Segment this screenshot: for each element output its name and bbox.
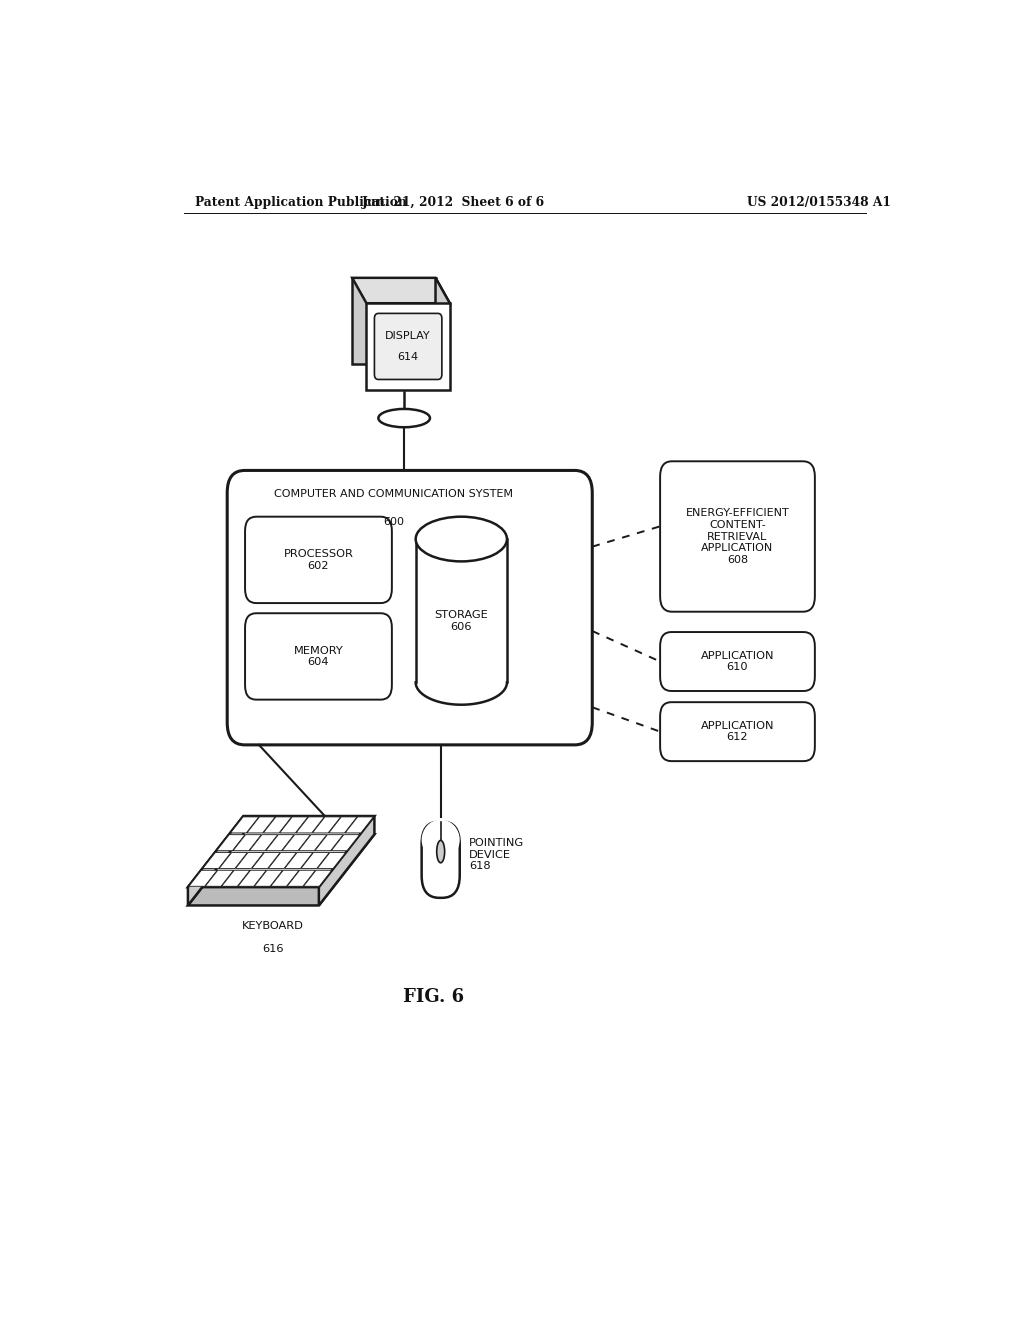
Polygon shape [435, 277, 450, 389]
Text: COMPUTER AND COMMUNICATION SYSTEM: COMPUTER AND COMMUNICATION SYSTEM [274, 488, 513, 499]
Polygon shape [254, 870, 283, 886]
Polygon shape [221, 870, 250, 886]
FancyBboxPatch shape [245, 614, 392, 700]
Polygon shape [217, 834, 245, 850]
Text: 614: 614 [397, 351, 419, 362]
Polygon shape [332, 834, 359, 850]
Ellipse shape [416, 516, 507, 561]
Polygon shape [189, 870, 217, 886]
Bar [416, 539, 507, 682]
Polygon shape [250, 834, 278, 850]
Text: MEMORY
604: MEMORY 604 [294, 645, 343, 667]
Text: US 2012/0155348 A1: US 2012/0155348 A1 [748, 195, 891, 209]
Ellipse shape [436, 841, 444, 863]
Polygon shape [203, 853, 231, 869]
Text: KEYBOARD: KEYBOARD [243, 921, 304, 931]
FancyBboxPatch shape [660, 461, 815, 611]
Polygon shape [266, 834, 294, 850]
Text: DISPLAY: DISPLAY [385, 331, 431, 342]
Ellipse shape [379, 409, 430, 428]
Polygon shape [233, 834, 261, 850]
Polygon shape [329, 817, 357, 833]
Text: PROCESSOR
602: PROCESSOR 602 [284, 549, 353, 570]
Polygon shape [230, 817, 259, 833]
Polygon shape [312, 817, 341, 833]
Polygon shape [188, 834, 375, 906]
Polygon shape [303, 870, 332, 886]
Polygon shape [188, 816, 375, 887]
Polygon shape [299, 834, 327, 850]
Polygon shape [205, 870, 233, 886]
Polygon shape [318, 816, 375, 906]
Polygon shape [219, 853, 248, 869]
Polygon shape [296, 817, 325, 833]
Text: Jun. 21, 2012  Sheet 6 of 6: Jun. 21, 2012 Sheet 6 of 6 [361, 195, 545, 209]
Text: 616: 616 [262, 944, 284, 954]
FancyBboxPatch shape [245, 516, 392, 603]
Polygon shape [236, 853, 264, 869]
Text: APPLICATION
612: APPLICATION 612 [700, 721, 774, 742]
Polygon shape [270, 870, 299, 886]
Polygon shape [367, 304, 450, 389]
Polygon shape [287, 870, 315, 886]
Polygon shape [188, 816, 244, 906]
Text: 600: 600 [383, 517, 404, 527]
Text: ENERGY-EFFICIENT
CONTENT-
RETRIEVAL
APPLICATION
608: ENERGY-EFFICIENT CONTENT- RETRIEVAL APPL… [686, 508, 790, 565]
Polygon shape [285, 853, 313, 869]
Ellipse shape [422, 820, 460, 861]
FancyBboxPatch shape [422, 821, 460, 898]
Polygon shape [252, 853, 281, 869]
Polygon shape [283, 834, 310, 850]
Polygon shape [315, 834, 343, 850]
FancyBboxPatch shape [660, 702, 815, 762]
Polygon shape [301, 853, 330, 869]
Polygon shape [263, 817, 292, 833]
Polygon shape [238, 870, 266, 886]
Polygon shape [352, 277, 450, 304]
Polygon shape [247, 817, 275, 833]
Polygon shape [280, 817, 308, 833]
Ellipse shape [416, 660, 507, 705]
Text: APPLICATION
610: APPLICATION 610 [700, 651, 774, 672]
FancyBboxPatch shape [375, 313, 442, 379]
Polygon shape [345, 817, 374, 833]
Text: POINTING
DEVICE
618: POINTING DEVICE 618 [469, 838, 524, 871]
FancyBboxPatch shape [227, 470, 592, 744]
FancyBboxPatch shape [660, 632, 815, 690]
Polygon shape [317, 853, 346, 869]
Text: FIG. 6: FIG. 6 [403, 987, 464, 1006]
Text: Patent Application Publication: Patent Application Publication [196, 195, 408, 209]
Polygon shape [268, 853, 297, 869]
Text: STORAGE
606: STORAGE 606 [434, 610, 488, 632]
Polygon shape [352, 277, 435, 364]
